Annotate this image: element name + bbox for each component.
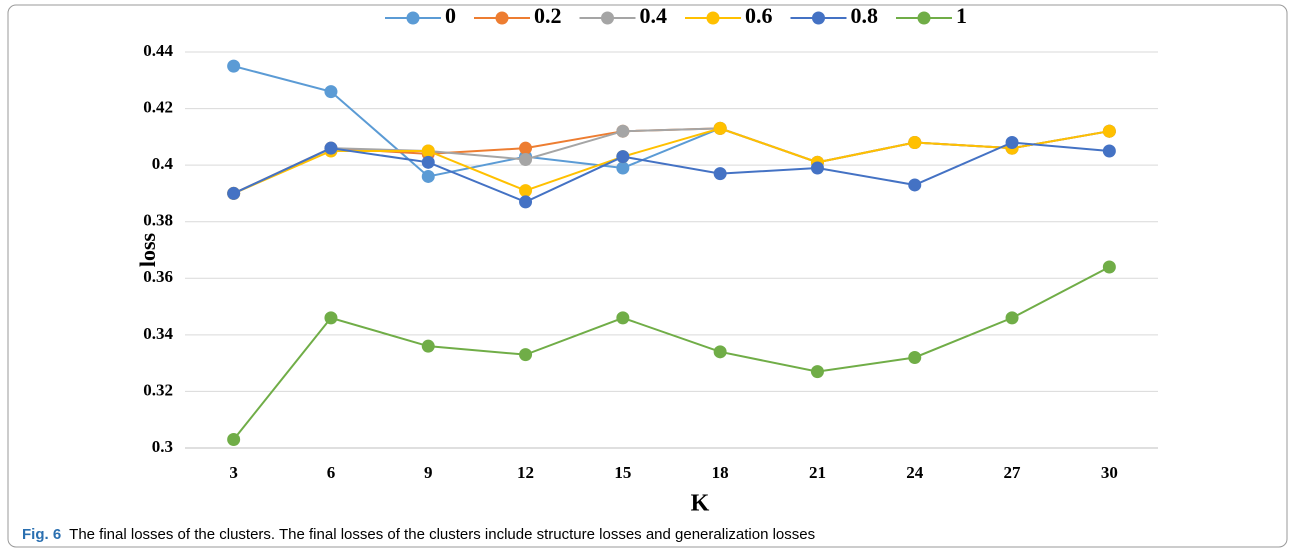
figure-frame (7, 4, 1288, 548)
data-point (713, 345, 727, 359)
data-point (810, 365, 824, 379)
legend-item: 0.8 (790, 3, 879, 28)
series-line (233, 141, 1110, 204)
x-tick-label: 30 (1101, 463, 1118, 482)
data-point (1102, 144, 1116, 158)
legend-item: 0 (385, 3, 456, 28)
data-point (519, 195, 533, 209)
y-tick-label: 0.32 (143, 380, 173, 399)
data-point (324, 311, 338, 325)
data-point (616, 124, 630, 138)
data-point (1005, 136, 1019, 150)
legend-item: 0.6 (685, 3, 773, 28)
data-point (1102, 124, 1116, 138)
data-point (1005, 311, 1019, 325)
legend-marker (812, 11, 825, 25)
data-point (1102, 260, 1116, 274)
data-point (519, 184, 533, 198)
y-axis-label: loss (135, 232, 160, 267)
series-line (233, 127, 1110, 195)
data-point (421, 155, 435, 169)
data-point (421, 144, 435, 158)
legend-label: 0.4 (640, 3, 668, 28)
data-point (616, 161, 630, 175)
y-tick-label: 0.36 (143, 267, 173, 286)
x-tick-label: 15 (614, 463, 631, 482)
x-axis-label: K (691, 491, 710, 517)
y-tick-label: 0.44 (143, 41, 173, 60)
legend-label: 0.2 (534, 3, 562, 28)
legend-label: 0.8 (851, 3, 879, 28)
caption-text: The final losses of the clusters. The fi… (69, 526, 815, 543)
x-tick-label: 18 (712, 463, 729, 482)
data-point (227, 433, 241, 447)
data-point (227, 59, 241, 73)
legend-marker (917, 11, 931, 25)
legend-item: 0.4 (579, 3, 668, 28)
data-point (713, 167, 727, 181)
data-point (616, 311, 630, 325)
data-point (324, 141, 338, 155)
legend-marker (495, 11, 509, 25)
data-point (519, 152, 533, 166)
legend-label: 0.6 (745, 3, 773, 28)
data-point (908, 136, 922, 150)
data-point (227, 186, 241, 200)
series-line (232, 266, 1110, 441)
data-point (519, 348, 533, 362)
x-tick-label: 3 (229, 463, 238, 482)
data-point (908, 350, 922, 364)
y-tick-label: 0.3 (152, 437, 173, 456)
caption: Fig. 6 The final losses of the clusters. … (22, 526, 815, 543)
legend-label: 1 (956, 3, 967, 28)
y-tick-label: 0.4 (152, 154, 174, 173)
x-tick-label: 21 (809, 463, 826, 482)
x-tick-label: 24 (906, 463, 924, 482)
x-tick-label: 27 (1004, 463, 1022, 482)
data-point (421, 169, 435, 183)
data-point (519, 141, 533, 155)
legend-label: 0 (445, 3, 456, 28)
caption-label: Fig. 6 (22, 526, 61, 543)
data-point (713, 121, 727, 135)
y-tick-label: 0.42 (143, 97, 173, 116)
data-point (616, 150, 630, 164)
data-point (810, 161, 824, 175)
data-point (908, 178, 922, 192)
y-tick-label: 0.34 (143, 324, 173, 343)
data-point (324, 85, 338, 99)
y-tick-label: 0.38 (143, 211, 173, 230)
x-tick-label: 12 (517, 463, 534, 482)
legend-item: 0.2 (474, 3, 562, 28)
legend-marker (706, 11, 720, 25)
x-tick-label: 6 (327, 463, 336, 482)
legend-marker (406, 11, 420, 25)
data-point (421, 339, 435, 353)
legend-marker (601, 11, 614, 25)
x-tick-label: 9 (424, 463, 433, 482)
legend-item: 1 (896, 3, 967, 28)
